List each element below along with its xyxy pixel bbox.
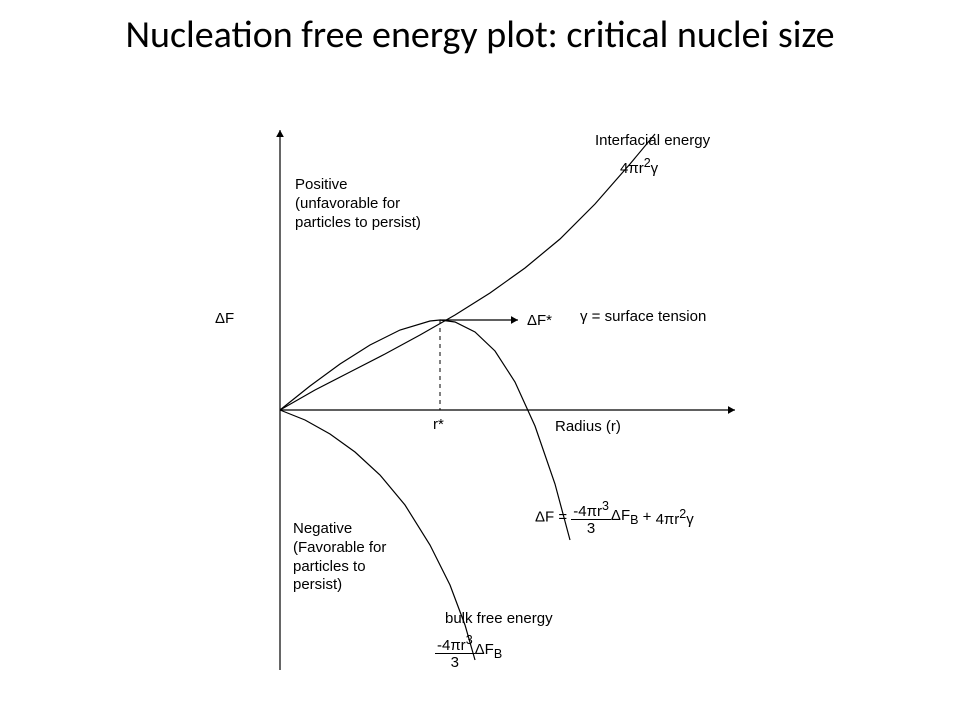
diagram-svg xyxy=(175,120,835,680)
x-axis-label: Radius (r) xyxy=(555,418,621,437)
y-axis-label: ΔF xyxy=(215,310,234,329)
interfacial-label: Interfacial energy xyxy=(595,132,710,151)
surface-tension-label: γ = surface tension xyxy=(580,308,706,327)
page-title: Nucleation free energy plot: critical nu… xyxy=(0,14,960,58)
bulk-formula: -4πr33ΔFB xyxy=(435,634,502,670)
positive-region-label: Positive(unfavorable forparticles to per… xyxy=(295,176,421,232)
negative-region-label: Negative(Favorable forparticles topersis… xyxy=(293,520,386,595)
interfacial-formula: 4πr2γ xyxy=(620,156,658,179)
bulk-label: bulk free energy xyxy=(445,610,553,629)
main-equation: ΔF = -4πr33ΔFB + 4πr2γ xyxy=(535,500,694,536)
delta-f-star-label: ΔF* xyxy=(527,312,552,331)
r-star-label: r* xyxy=(433,416,444,435)
nucleation-diagram: ΔF Radius (r) γ = surface tension Positi… xyxy=(175,120,835,680)
